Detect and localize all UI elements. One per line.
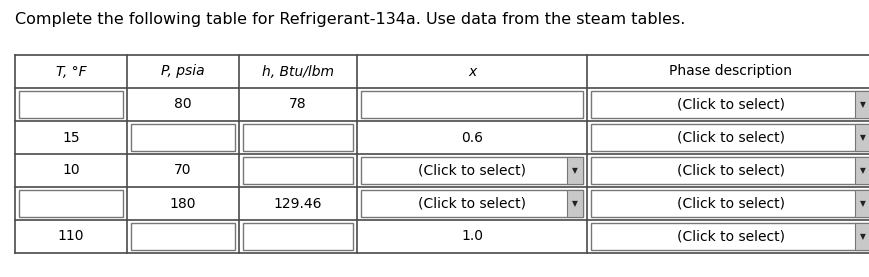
Text: ▼: ▼	[572, 166, 577, 175]
Bar	[567, 157, 582, 184]
Bar	[361, 157, 582, 184]
Text: 80: 80	[174, 98, 191, 112]
Text: 1.0: 1.0	[461, 230, 482, 243]
Bar	[131, 223, 235, 250]
Bar	[854, 190, 869, 217]
Bar	[854, 223, 869, 250]
Bar	[590, 223, 869, 250]
Text: 110: 110	[57, 230, 84, 243]
Text: (Click to select): (Click to select)	[676, 130, 784, 145]
Bar	[590, 124, 869, 151]
Text: 10: 10	[62, 163, 80, 178]
Text: ▼: ▼	[859, 199, 865, 208]
Text: (Click to select): (Click to select)	[676, 230, 784, 243]
Bar	[131, 124, 235, 151]
Text: 70: 70	[174, 163, 191, 178]
Text: (Click to select): (Click to select)	[676, 163, 784, 178]
Bar	[567, 190, 582, 217]
Bar	[19, 91, 123, 118]
Text: Complete the following table for Refrigerant-134a. Use data from the steam table: Complete the following table for Refrige…	[15, 12, 685, 27]
Text: ▼: ▼	[859, 100, 865, 109]
Text: T, °F: T, °F	[56, 65, 86, 78]
Bar	[242, 223, 353, 250]
Text: (Click to select): (Click to select)	[676, 98, 784, 112]
Text: (Click to select): (Click to select)	[417, 163, 526, 178]
Text: h, Btu/lbm: h, Btu/lbm	[262, 65, 334, 78]
Bar	[854, 91, 869, 118]
Text: 0.6: 0.6	[461, 130, 482, 145]
Text: 15: 15	[62, 130, 80, 145]
Text: Phase description: Phase description	[669, 65, 792, 78]
Text: ▼: ▼	[572, 199, 577, 208]
Text: 180: 180	[169, 196, 196, 211]
Bar	[361, 91, 582, 118]
Bar	[590, 190, 869, 217]
Text: 78: 78	[289, 98, 307, 112]
Bar	[242, 157, 353, 184]
Bar	[361, 190, 582, 217]
Bar	[854, 124, 869, 151]
Bar	[590, 91, 869, 118]
Bar	[854, 157, 869, 184]
Text: 129.46: 129.46	[274, 196, 322, 211]
Text: P, psia: P, psia	[161, 65, 204, 78]
Bar	[242, 124, 353, 151]
Text: (Click to select): (Click to select)	[417, 196, 526, 211]
Text: ▼: ▼	[859, 166, 865, 175]
Text: ▼: ▼	[859, 232, 865, 241]
Text: ▼: ▼	[859, 133, 865, 142]
Text: (Click to select): (Click to select)	[676, 196, 784, 211]
Bar	[590, 157, 869, 184]
Text: x: x	[468, 65, 475, 78]
Bar	[19, 190, 123, 217]
